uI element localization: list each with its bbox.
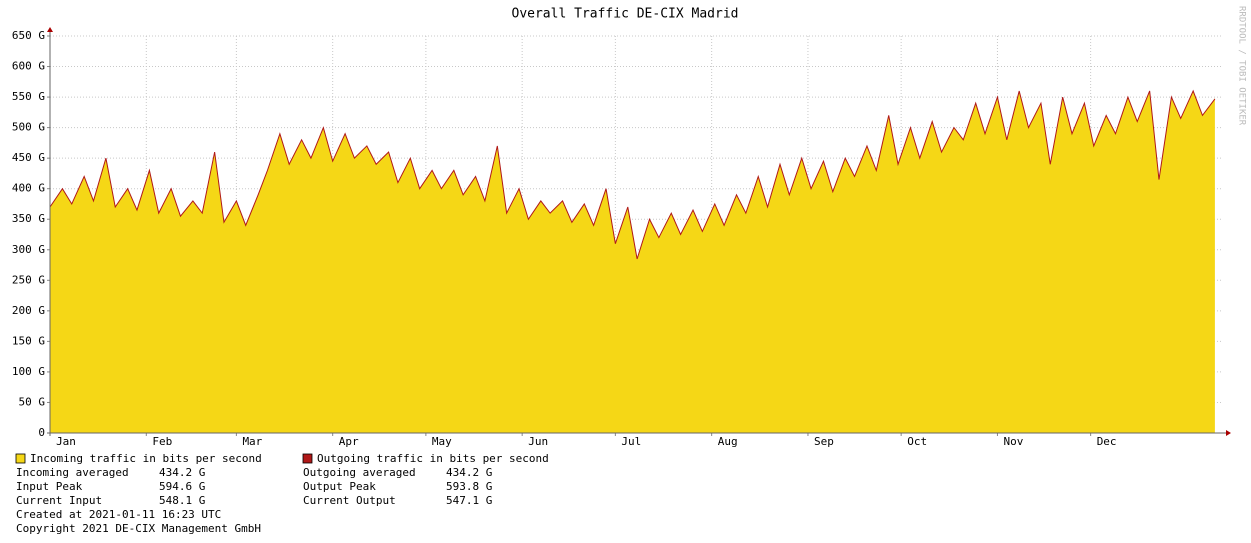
stat-value: 548.1 G: [159, 494, 205, 507]
stat-label: Incoming averaged: [16, 466, 129, 479]
stat-value: 593.8 G: [446, 480, 492, 493]
y-tick-label: 100 G: [12, 365, 45, 378]
y-tick-label: 650 G: [12, 29, 45, 42]
axis-arrow: [1226, 430, 1231, 436]
y-tick-label: 450 G: [12, 151, 45, 164]
traffic-line: [49, 89, 1216, 260]
stat-label: Outgoing averaged: [303, 466, 416, 479]
y-tick-label: 500 G: [12, 121, 45, 134]
y-tick-label: 200 G: [12, 304, 45, 317]
x-tick-label: Oct: [907, 435, 927, 448]
y-tick-label: 300 G: [12, 243, 45, 256]
x-tick-label: Apr: [339, 435, 359, 448]
legend-label: Incoming traffic in bits per second: [30, 452, 262, 465]
stat-value: 594.6 G: [159, 480, 205, 493]
x-tick-label: Mar: [242, 435, 262, 448]
stat-label: Current Input: [16, 494, 102, 507]
x-tick-label: Jul: [621, 435, 641, 448]
y-tick-label: 400 G: [12, 182, 45, 195]
stat-value: 434.2 G: [159, 466, 205, 479]
legend-swatch: [302, 453, 313, 464]
footer-text: Copyright 2021 DE-CIX Management GmbH: [16, 522, 261, 535]
x-tick-label: Jan: [56, 435, 76, 448]
stat-label: Input Peak: [16, 480, 83, 493]
legend-label: Outgoing traffic in bits per second: [317, 452, 549, 465]
legend-swatch: [15, 453, 26, 464]
stat-label: Output Peak: [303, 480, 376, 493]
y-tick-label: 600 G: [12, 60, 45, 73]
y-tick-label: 50 G: [19, 395, 46, 408]
footer-text: Created at 2021-01-11 16:23 UTC: [16, 508, 221, 521]
y-tick-label: 0: [38, 426, 45, 439]
chart-title: Overall Traffic DE-CIX Madrid: [512, 7, 739, 22]
x-tick-label: Feb: [152, 435, 172, 448]
y-tick-label: 250 G: [12, 273, 45, 286]
x-tick-label: Jun: [528, 435, 548, 448]
watermark: RRDTOOL / TOBI OETIKER: [1237, 6, 1247, 126]
stat-value: 547.1 G: [446, 494, 492, 507]
traffic-area: [50, 90, 1215, 433]
x-tick-label: Dec: [1097, 435, 1117, 448]
axis-arrow: [47, 27, 53, 32]
x-tick-label: Sep: [814, 435, 834, 448]
x-tick-label: Aug: [718, 435, 738, 448]
stat-label: Current Output: [303, 494, 396, 507]
stat-value: 434.2 G: [446, 466, 492, 479]
x-tick-label: May: [432, 435, 452, 448]
y-tick-label: 150 G: [12, 334, 45, 347]
y-tick-label: 350 G: [12, 212, 45, 225]
y-tick-label: 550 G: [12, 90, 45, 103]
x-tick-label: Nov: [1004, 435, 1024, 448]
